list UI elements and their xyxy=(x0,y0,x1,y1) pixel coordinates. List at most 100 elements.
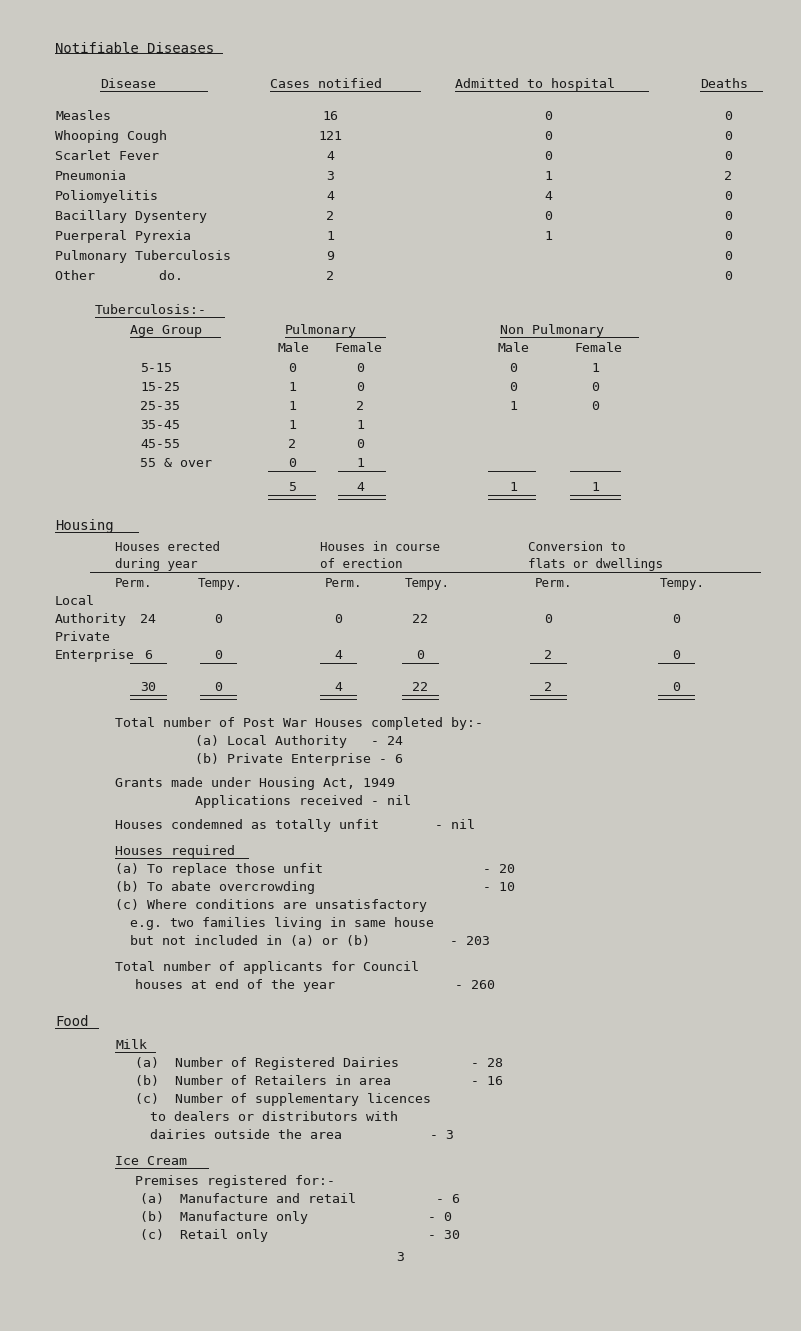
Text: Tuberculosis:-: Tuberculosis:- xyxy=(95,303,207,317)
Text: 121: 121 xyxy=(318,130,342,142)
Text: 0: 0 xyxy=(356,438,364,451)
Text: Enterprise: Enterprise xyxy=(55,650,135,662)
Text: Non Pulmonary: Non Pulmonary xyxy=(500,323,604,337)
Text: 0: 0 xyxy=(544,110,552,122)
Text: 22: 22 xyxy=(412,614,428,626)
Text: 1: 1 xyxy=(288,401,296,413)
Text: Female: Female xyxy=(575,342,623,355)
Text: Applications received - nil: Applications received - nil xyxy=(195,795,411,808)
Text: 0: 0 xyxy=(591,401,599,413)
Text: Milk: Milk xyxy=(115,1040,147,1051)
Text: e.g. two families living in same house: e.g. two families living in same house xyxy=(130,917,434,930)
Text: 4: 4 xyxy=(356,480,364,494)
Text: Perm.: Perm. xyxy=(535,578,573,590)
Text: 0: 0 xyxy=(416,650,424,662)
Text: Tempy.: Tempy. xyxy=(198,578,243,590)
Text: Pneumonia: Pneumonia xyxy=(55,170,127,182)
Text: 55 & over: 55 & over xyxy=(140,457,212,470)
Text: 22: 22 xyxy=(412,681,428,693)
Text: Deaths: Deaths xyxy=(700,79,748,91)
Text: 0: 0 xyxy=(724,270,732,284)
Text: Conversion to: Conversion to xyxy=(528,540,626,554)
Text: 5-15: 5-15 xyxy=(140,362,172,375)
Text: 3: 3 xyxy=(396,1251,404,1264)
Text: but not included in (a) or (b)          - 203: but not included in (a) or (b) - 203 xyxy=(130,934,490,948)
Text: 15-25: 15-25 xyxy=(140,381,180,394)
Text: 0: 0 xyxy=(724,250,732,264)
Text: Houses condemned as totally unfit       - nil: Houses condemned as totally unfit - nil xyxy=(115,819,475,832)
Text: 2: 2 xyxy=(326,270,334,284)
Text: 1: 1 xyxy=(288,419,296,433)
Text: 0: 0 xyxy=(724,230,732,244)
Text: Houses erected: Houses erected xyxy=(115,540,220,554)
Text: Authority: Authority xyxy=(55,614,127,626)
Text: 0: 0 xyxy=(356,362,364,375)
Text: Total number of applicants for Council: Total number of applicants for Council xyxy=(115,961,419,974)
Text: Age Group: Age Group xyxy=(130,323,202,337)
Text: (a) To replace those unfit                    - 20: (a) To replace those unfit - 20 xyxy=(115,862,515,876)
Text: 0: 0 xyxy=(724,130,732,142)
Text: 1: 1 xyxy=(356,457,364,470)
Text: 1: 1 xyxy=(544,230,552,244)
Text: 4: 4 xyxy=(326,190,334,204)
Text: Pulmonary: Pulmonary xyxy=(285,323,357,337)
Text: 0: 0 xyxy=(544,614,552,626)
Text: Puerperal Pyrexia: Puerperal Pyrexia xyxy=(55,230,191,244)
Text: 0: 0 xyxy=(544,130,552,142)
Text: 35-45: 35-45 xyxy=(140,419,180,433)
Text: 4: 4 xyxy=(326,150,334,162)
Text: 0: 0 xyxy=(214,614,222,626)
Text: flats or dwellings: flats or dwellings xyxy=(528,558,663,571)
Text: Pulmonary Tuberculosis: Pulmonary Tuberculosis xyxy=(55,250,231,264)
Text: Housing: Housing xyxy=(55,519,114,532)
Text: 4: 4 xyxy=(334,681,342,693)
Text: Perm.: Perm. xyxy=(325,578,363,590)
Text: 0: 0 xyxy=(724,150,732,162)
Text: 2: 2 xyxy=(544,681,552,693)
Text: 9: 9 xyxy=(326,250,334,264)
Text: (c) Where conditions are unsatisfactory: (c) Where conditions are unsatisfactory xyxy=(115,898,427,912)
Text: 1: 1 xyxy=(509,480,517,494)
Text: (b)  Manufacture only               - 0: (b) Manufacture only - 0 xyxy=(140,1211,452,1225)
Text: 16: 16 xyxy=(322,110,338,122)
Text: Measles: Measles xyxy=(55,110,111,122)
Text: 3: 3 xyxy=(326,170,334,182)
Text: 0: 0 xyxy=(544,210,552,224)
Text: 45-55: 45-55 xyxy=(140,438,180,451)
Text: during year: during year xyxy=(115,558,198,571)
Text: 2: 2 xyxy=(544,650,552,662)
Text: 0: 0 xyxy=(288,362,296,375)
Text: 0: 0 xyxy=(544,150,552,162)
Text: 0: 0 xyxy=(214,681,222,693)
Text: Perm.: Perm. xyxy=(115,578,152,590)
Text: (a) Local Authority   - 24: (a) Local Authority - 24 xyxy=(195,735,403,748)
Text: Scarlet Fever: Scarlet Fever xyxy=(55,150,159,162)
Text: 1: 1 xyxy=(509,401,517,413)
Text: Houses required: Houses required xyxy=(115,845,235,858)
Text: 0: 0 xyxy=(334,614,342,626)
Text: Local: Local xyxy=(55,595,95,608)
Text: 0: 0 xyxy=(672,614,680,626)
Text: Notifiable Diseases: Notifiable Diseases xyxy=(55,43,214,56)
Text: Houses in course: Houses in course xyxy=(320,540,440,554)
Text: (a)  Manufacture and retail          - 6: (a) Manufacture and retail - 6 xyxy=(140,1193,460,1206)
Text: 2: 2 xyxy=(724,170,732,182)
Text: Private: Private xyxy=(55,631,111,644)
Text: Male: Male xyxy=(498,342,530,355)
Text: Bacillary Dysentery: Bacillary Dysentery xyxy=(55,210,207,224)
Text: dairies outside the area           - 3: dairies outside the area - 3 xyxy=(150,1129,454,1142)
Text: 24: 24 xyxy=(140,614,156,626)
Text: (a)  Number of Registered Dairies         - 28: (a) Number of Registered Dairies - 28 xyxy=(135,1057,503,1070)
Text: Premises registered for:-: Premises registered for:- xyxy=(135,1175,335,1189)
Text: Tempy.: Tempy. xyxy=(405,578,450,590)
Text: 0: 0 xyxy=(214,650,222,662)
Text: 0: 0 xyxy=(672,650,680,662)
Text: Admitted to hospital: Admitted to hospital xyxy=(455,79,615,91)
Text: Female: Female xyxy=(335,342,383,355)
Text: 0: 0 xyxy=(672,681,680,693)
Text: Cases notified: Cases notified xyxy=(270,79,382,91)
Text: 5: 5 xyxy=(288,480,296,494)
Text: (b)  Number of Retailers in area          - 16: (b) Number of Retailers in area - 16 xyxy=(135,1075,503,1087)
Text: Male: Male xyxy=(278,342,310,355)
Text: 1: 1 xyxy=(326,230,334,244)
